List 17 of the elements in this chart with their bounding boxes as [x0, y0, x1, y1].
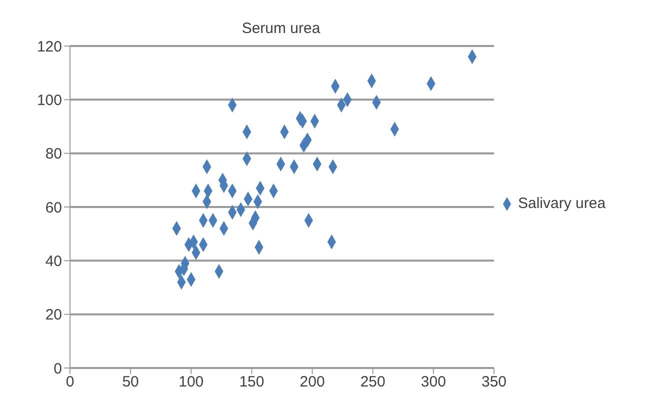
- y-tick-label: 0: [54, 360, 62, 378]
- y-tick-label: 120: [36, 38, 62, 56]
- y-tick-label: 20: [45, 306, 62, 324]
- y-tick-label: 80: [45, 146, 62, 163]
- chart-title: Serum urea: [240, 20, 322, 37]
- x-tick-label: 150: [239, 374, 264, 391]
- y-tick-label: 40: [45, 252, 62, 270]
- x-tick-label: 50: [122, 374, 139, 391]
- x-tick-label: 200: [300, 374, 325, 391]
- x-tick-label: 300: [420, 374, 446, 391]
- legend-label: Salivary urea: [518, 194, 606, 212]
- x-tick-label: 100: [178, 374, 204, 391]
- x-tick-label: 350: [481, 374, 507, 391]
- y-tick-label: 60: [45, 199, 62, 216]
- x-tick-label: 250: [360, 374, 386, 391]
- y-tick-label: 100: [36, 92, 62, 109]
- x-tick-label: 0: [66, 374, 74, 391]
